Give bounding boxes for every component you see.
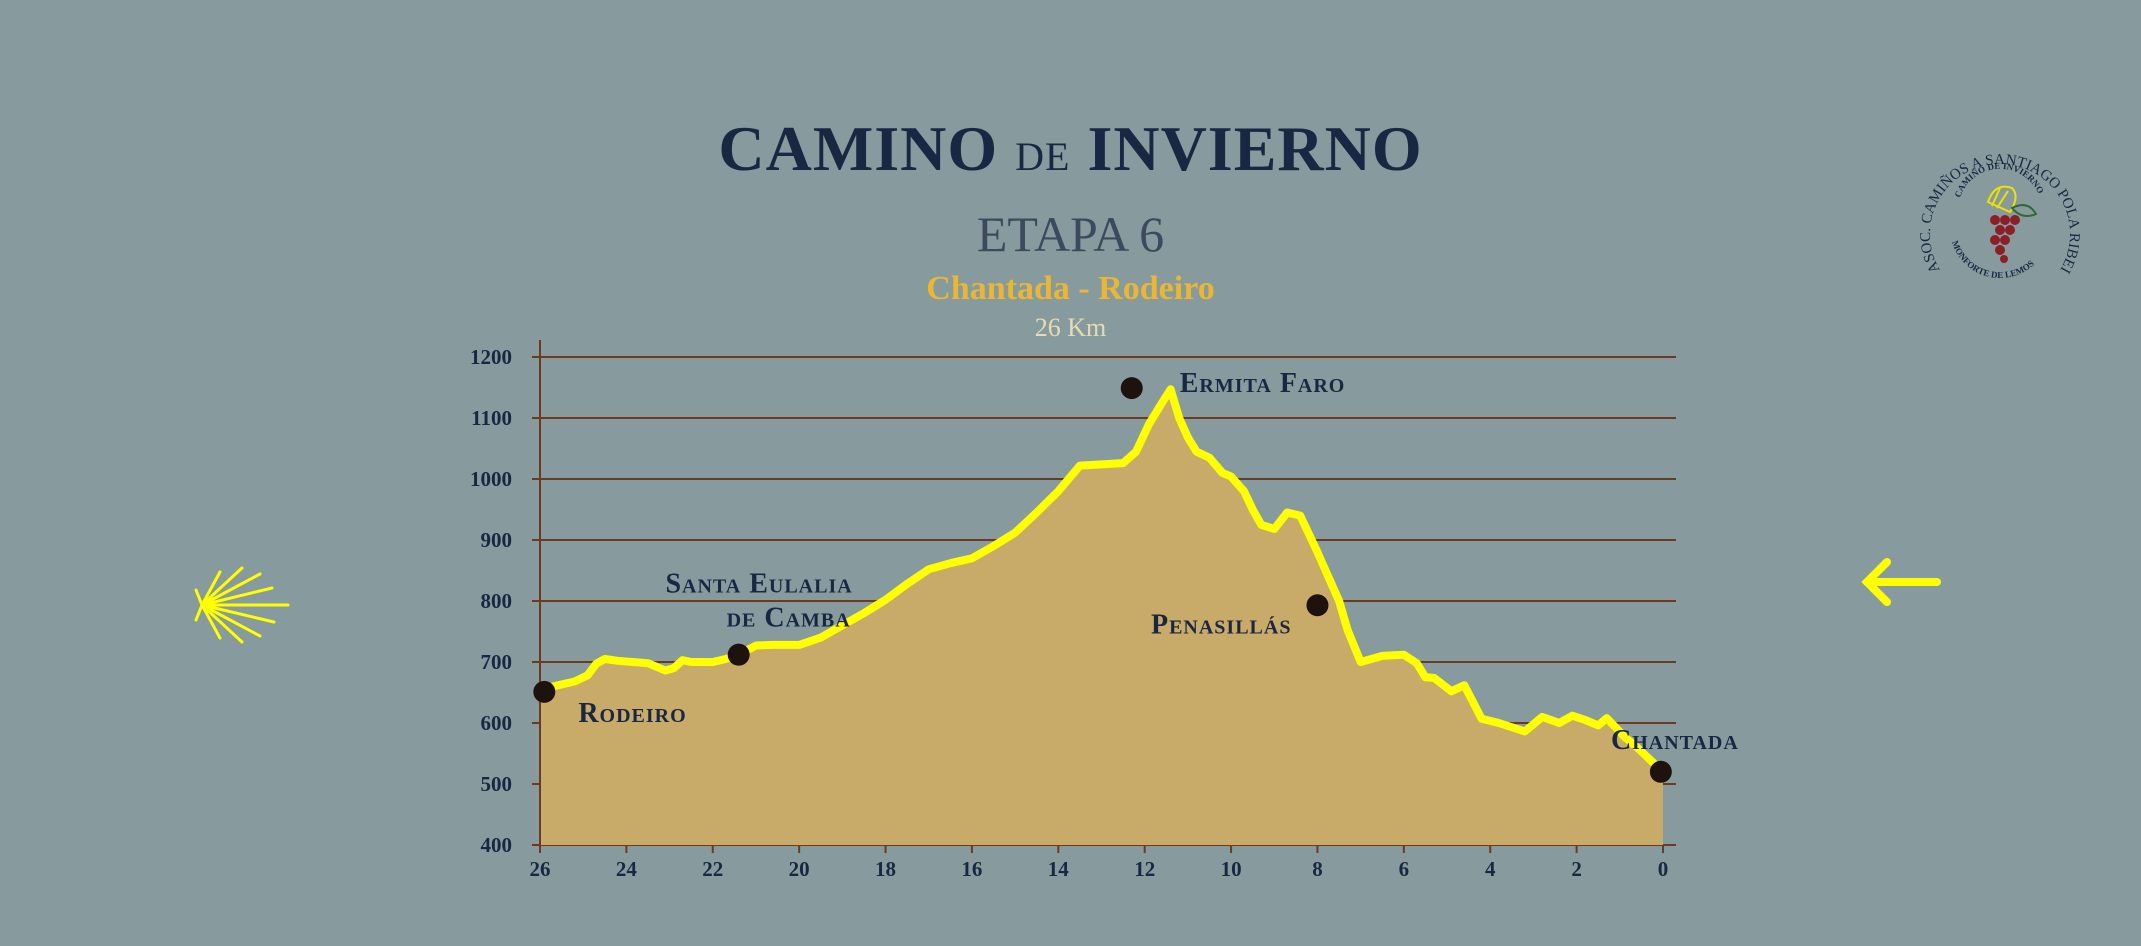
- title-main: CAMINO: [718, 113, 999, 184]
- logo-inner-bottom-text: MONFORTE DE LEMOS: [1950, 239, 2036, 280]
- x-tick-label: 6: [1399, 857, 1410, 881]
- x-tick-label: 20: [789, 857, 810, 881]
- logo-ring-text: ASOC. CAMIÑOS A SANTIAGO POLA RIBEIRA SA…: [1900, 120, 2082, 276]
- x-tick-label: 2: [1571, 857, 1582, 881]
- y-tick-label: 700: [481, 650, 513, 674]
- y-tick-label: 800: [481, 589, 513, 613]
- x-tick-label: 10: [1221, 857, 1242, 881]
- y-tick-label: 900: [481, 528, 513, 552]
- left-arrow-icon: [1861, 558, 1941, 606]
- waypoint-marker: [1306, 594, 1329, 617]
- x-tick-label: 4: [1485, 857, 1496, 881]
- page-title: CAMINO DE INVIERNO: [0, 112, 2141, 186]
- logo-leaf-icon: [2010, 204, 2038, 217]
- x-tick-label: 22: [702, 857, 723, 881]
- waypoint-marker: [1120, 377, 1143, 400]
- scallop-shell-icon: [194, 566, 290, 644]
- association-logo: ASOC. CAMIÑOS A SANTIAGO POLA RIBEIRA SA…: [1900, 120, 2082, 280]
- waypoint-marker: [1649, 760, 1672, 783]
- waypoint-label: Penasillás: [1151, 609, 1291, 640]
- y-tick-label: 1200: [470, 345, 512, 369]
- x-tick-label: 14: [1048, 857, 1070, 881]
- x-tick-label: 26: [530, 857, 551, 881]
- waypoint-marker: [727, 643, 750, 666]
- waypoint-label: Santa Eulalia: [665, 569, 852, 600]
- waypoint-label: Chantada: [1611, 725, 1739, 756]
- waypoint-label: Ermita Faro: [1180, 368, 1346, 399]
- x-tick-label: 0: [1658, 857, 1669, 881]
- y-tick-label: 600: [481, 711, 513, 735]
- route-label: Chantada - Rodeiro: [926, 270, 1215, 307]
- x-tick-label: 16: [961, 857, 982, 881]
- x-tick-label: 8: [1312, 857, 1323, 881]
- distance-label: 26 Km: [1034, 313, 1107, 342]
- logo-grapes-icon: [1990, 215, 2020, 263]
- x-tick-label: 24: [616, 857, 638, 881]
- elevation-area: [540, 389, 1663, 845]
- waypoint-marker: [533, 680, 556, 703]
- y-tick-label: 1000: [470, 467, 512, 491]
- title-end: INVIERNO: [1087, 113, 1423, 184]
- stage-label: ETAPA 6: [976, 206, 1165, 262]
- elevation-line: [538, 385, 1666, 775]
- title-de: DE: [1015, 134, 1071, 179]
- logo-shell-icon: [1986, 185, 2017, 214]
- y-tick-label: 400: [481, 833, 513, 857]
- x-tick-label: 18: [875, 857, 896, 881]
- waypoint-label: Rodeiro: [578, 698, 686, 729]
- x-tick-label: 12: [1134, 857, 1155, 881]
- y-tick-label: 1100: [471, 406, 512, 430]
- y-tick-label: 500: [481, 772, 513, 796]
- waypoint-label-line2: de Camba: [727, 603, 851, 634]
